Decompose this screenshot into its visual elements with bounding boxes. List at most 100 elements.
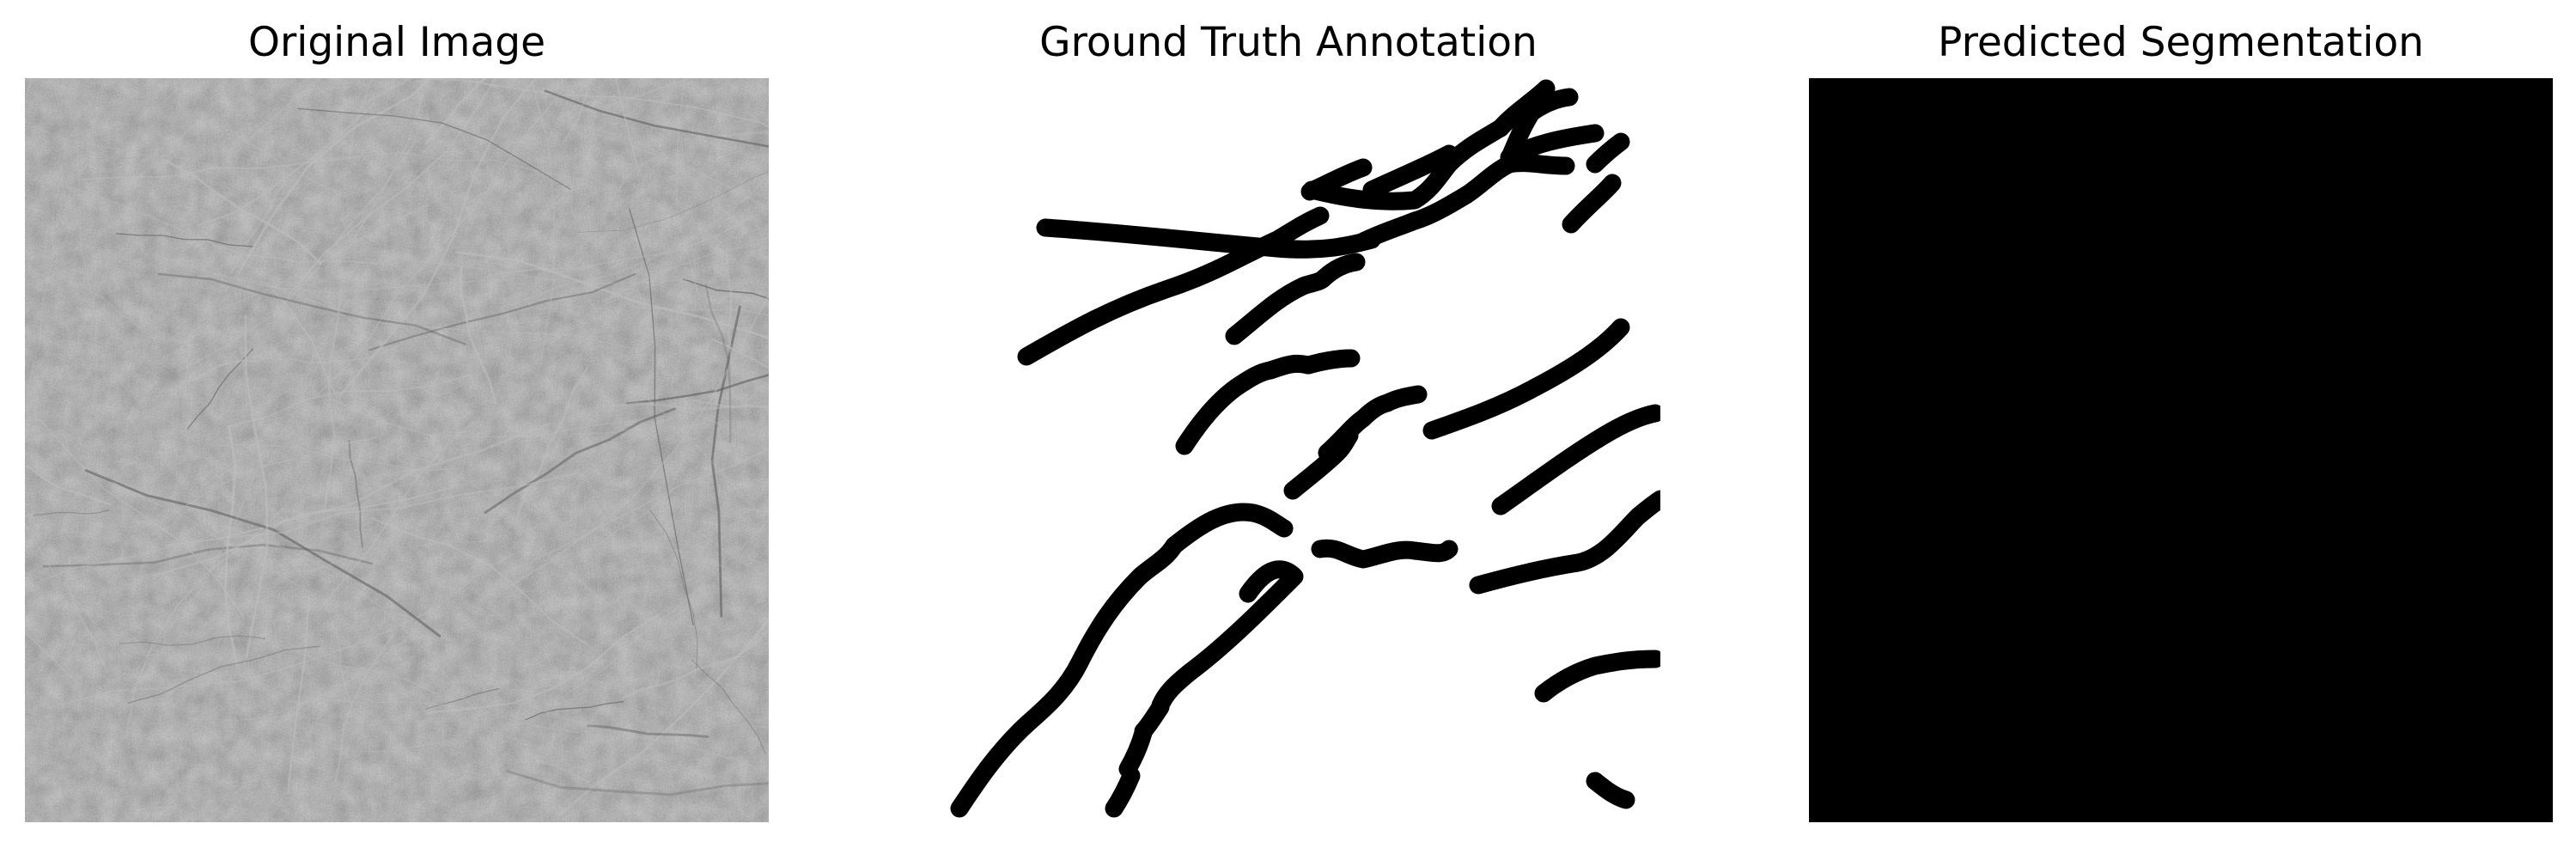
surface-scratch (180, 359, 258, 384)
surface-scratch (225, 473, 577, 539)
surface-scratch (161, 158, 323, 265)
surface-scratch (217, 78, 321, 171)
surface-scratch (719, 627, 769, 667)
surface-scratch (615, 78, 637, 165)
surface-scratch (523, 543, 769, 589)
surface-scratch (710, 305, 741, 618)
texture-fine-grain (25, 78, 769, 822)
surface-scratch (152, 422, 551, 577)
surface-scratch (484, 407, 676, 515)
surface-scratch (115, 233, 253, 247)
surface-scratch (563, 78, 591, 143)
surface-scratch (324, 601, 364, 727)
surface-scratch (511, 174, 769, 307)
crack-annotation (1586, 772, 1635, 809)
surface-scratch (251, 686, 580, 734)
surface-scratch (186, 682, 489, 723)
surface-scratch (45, 528, 228, 580)
surface-scratch (287, 595, 310, 795)
crack-annotation (1302, 119, 1510, 210)
surface-scratch (177, 140, 417, 373)
surface-scratch (166, 486, 454, 546)
crack-annotation (1354, 186, 1476, 251)
surface-scratch (25, 168, 64, 432)
surface-scratch (271, 724, 456, 752)
surface-scratch (328, 397, 646, 438)
surface-scratch (578, 171, 769, 233)
surface-scratch (710, 338, 769, 369)
surface-scratch (529, 78, 556, 359)
prediction-panel: Predicted Segmentation (1809, 0, 2553, 848)
crack-annotation (1378, 385, 1428, 412)
surface-scratch (725, 253, 735, 375)
crack-annotation (1522, 88, 1579, 122)
ground-truth-panel: Ground Truth Annotation (917, 0, 1660, 848)
surface-scratch (560, 490, 673, 566)
crack-annotation (1118, 723, 1153, 778)
surface-scratch (288, 78, 496, 296)
surface-scratch (259, 280, 638, 351)
surface-scratch (704, 283, 732, 443)
surface-scratch (380, 445, 620, 613)
surface-scratch (633, 306, 769, 316)
surface-scratch (113, 350, 326, 700)
surface-scratch (237, 78, 433, 274)
surface-scratch (454, 250, 769, 340)
surface-scratch (544, 89, 769, 148)
surface-scratch (515, 760, 591, 784)
surface-scratch (587, 724, 709, 738)
surface-scratch (581, 124, 769, 211)
surface-scratch (229, 180, 287, 274)
surface-scratch (557, 617, 769, 817)
surface-scratch (621, 656, 739, 700)
surface-scratch (531, 293, 769, 563)
surface-scratch (673, 405, 769, 451)
surface-scratch (61, 82, 99, 409)
surface-scratch (313, 88, 565, 400)
surface-scratch (25, 631, 76, 683)
surface-scratch (525, 701, 624, 721)
surface-scratch (113, 78, 236, 193)
surface-scratch (691, 659, 766, 755)
surface-scratch (550, 162, 668, 288)
surface-scratch (33, 509, 110, 516)
surface-scratch (240, 633, 438, 695)
predicted-segmentation-mask (1809, 78, 2553, 822)
surface-scratch (297, 107, 571, 190)
crack-annotation (1562, 174, 1622, 234)
surface-scratch (562, 82, 677, 110)
surface-scratch (127, 645, 320, 704)
crack-annotation (1586, 132, 1630, 174)
surface-scratch (33, 126, 251, 183)
crack-annotation (1283, 426, 1359, 500)
prediction-title: Predicted Segmentation (1938, 19, 2424, 66)
surface-scratch (489, 215, 755, 277)
surface-scratch (219, 523, 504, 744)
surface-scratch (25, 522, 141, 684)
surface-scratch (157, 272, 466, 345)
surface-scratch (271, 289, 338, 399)
surface-scratch (198, 101, 376, 226)
crack-annotation (1422, 318, 1630, 440)
surface-scratch (119, 635, 265, 646)
crack-annotation (1311, 539, 1459, 569)
surface-scratch (42, 543, 374, 568)
original-image-panel: Original Image (25, 0, 769, 848)
surface-scratch (534, 78, 596, 94)
surface-scratch (416, 78, 500, 89)
surface-scratch (155, 254, 522, 294)
prediction-fill (1809, 78, 2553, 822)
surface-scratch (692, 400, 769, 408)
crack-annotation (1469, 490, 1660, 595)
surface-scratch (228, 373, 474, 428)
surface-scratch (265, 543, 534, 717)
surface-scratch (288, 345, 399, 363)
surface-scratch (153, 436, 378, 528)
surface-scratch (46, 610, 430, 710)
crack-annotation (1491, 404, 1660, 516)
surface-scratch (698, 531, 769, 577)
surface-scratch (235, 104, 251, 434)
surface-scratch (371, 517, 588, 645)
crack-annotation (950, 536, 1184, 818)
surface-scratch (606, 78, 692, 107)
